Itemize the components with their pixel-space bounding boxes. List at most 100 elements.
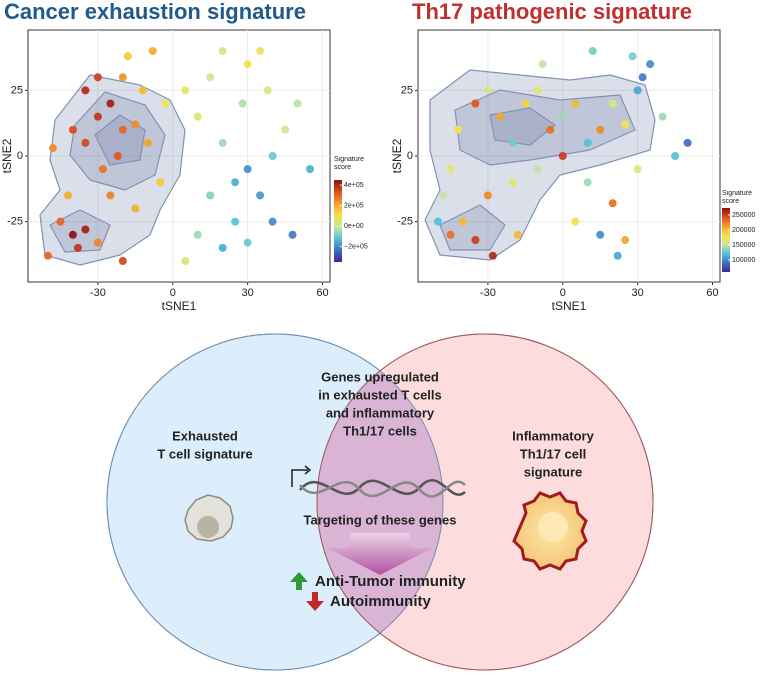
point	[281, 125, 290, 134]
x-tick-label: 60	[706, 287, 718, 299]
x-axis-label: tSNE1	[552, 299, 587, 313]
point	[583, 178, 592, 187]
point	[546, 125, 555, 134]
point	[488, 251, 497, 260]
point	[263, 86, 272, 95]
colorbar-tick-label: 150000	[732, 242, 755, 249]
point	[243, 165, 252, 174]
point	[288, 230, 297, 239]
point	[193, 230, 202, 239]
point	[508, 138, 517, 147]
colorbar-title-box: Signature score	[334, 156, 364, 171]
point	[218, 138, 227, 147]
point	[608, 99, 617, 108]
point	[131, 204, 140, 213]
point	[596, 125, 605, 134]
point	[483, 191, 492, 200]
point	[433, 217, 442, 226]
y-tick-label: -25	[397, 216, 413, 228]
point	[671, 152, 680, 160]
colorbar	[722, 208, 730, 272]
y-axis-label: tSNE2	[0, 138, 14, 173]
right-label: Th1/17 cell	[520, 446, 586, 461]
point	[81, 225, 90, 234]
point	[231, 217, 240, 226]
point	[68, 230, 77, 239]
point	[243, 238, 252, 247]
point	[118, 125, 127, 134]
point	[138, 86, 147, 95]
point	[621, 120, 630, 129]
x-tick-label: 30	[242, 287, 254, 299]
overlap-label: Th1/17 cells	[343, 423, 417, 438]
outcome-label: Autoimmunity	[330, 593, 431, 610]
outcome-label: Anti-Tumor immunity	[315, 573, 466, 590]
action-label: Targeting of these genes	[304, 512, 457, 527]
x-tick-label: -30	[480, 287, 496, 299]
point	[93, 238, 102, 247]
point	[293, 99, 302, 108]
point	[306, 165, 315, 174]
point	[633, 86, 642, 95]
point	[206, 73, 215, 82]
point	[93, 112, 102, 121]
point	[68, 125, 77, 134]
point	[238, 99, 247, 108]
point	[533, 86, 542, 95]
density-contours	[39, 69, 656, 266]
point	[256, 191, 265, 200]
point	[48, 144, 57, 153]
point	[628, 52, 637, 61]
point	[218, 47, 227, 55]
colorbar-title-box: Signature score	[722, 190, 752, 205]
colorbar-tick-label: −2e+05	[344, 243, 368, 250]
point	[148, 47, 157, 55]
nucleus	[538, 512, 568, 542]
point	[608, 199, 617, 208]
left-label: T cell signature	[157, 446, 252, 461]
point	[571, 217, 580, 226]
x-tick-label: 0	[560, 287, 566, 299]
point	[43, 251, 52, 260]
point	[268, 217, 277, 226]
colorbar	[334, 180, 342, 262]
point	[143, 138, 152, 147]
chart-title: Th17 pathogenic signature	[412, 0, 692, 24]
point	[93, 73, 102, 82]
point	[161, 99, 170, 108]
point	[658, 112, 667, 121]
colorbar-tick-label: 2e+05	[344, 202, 364, 209]
x-tick-label: 60	[316, 287, 328, 299]
colorbar-title: Signature score	[722, 190, 752, 205]
right-label: Inflammatory	[512, 428, 594, 443]
point	[638, 73, 647, 82]
point	[81, 86, 90, 95]
point	[596, 230, 605, 239]
point	[193, 112, 202, 121]
point	[558, 152, 567, 160]
point	[508, 178, 517, 187]
point	[483, 86, 492, 95]
y-axis-label: tSNE2	[390, 138, 404, 173]
point	[446, 165, 455, 174]
point	[218, 243, 227, 252]
point	[438, 191, 447, 200]
colorbar-title: Signature score	[334, 156, 364, 171]
x-axis-label: tSNE1	[162, 299, 197, 313]
chart-title: Cancer exhaustion signature	[4, 0, 306, 24]
y-tick-label: 25	[401, 84, 413, 96]
colorbar-tick-label: 4e+05	[344, 182, 364, 189]
point	[256, 47, 265, 55]
overlap-label: in exhausted T cells	[318, 387, 442, 402]
point	[243, 60, 252, 69]
y-tick-label: 0	[17, 150, 23, 162]
y-tick-label: 25	[11, 84, 23, 96]
point	[113, 152, 122, 160]
point	[106, 99, 115, 108]
point	[538, 60, 547, 69]
point	[156, 178, 165, 187]
x-tick-label: 30	[632, 287, 644, 299]
nucleus	[197, 516, 219, 538]
up-arrow-icon	[290, 572, 308, 590]
left-label: Exhausted	[172, 428, 238, 443]
